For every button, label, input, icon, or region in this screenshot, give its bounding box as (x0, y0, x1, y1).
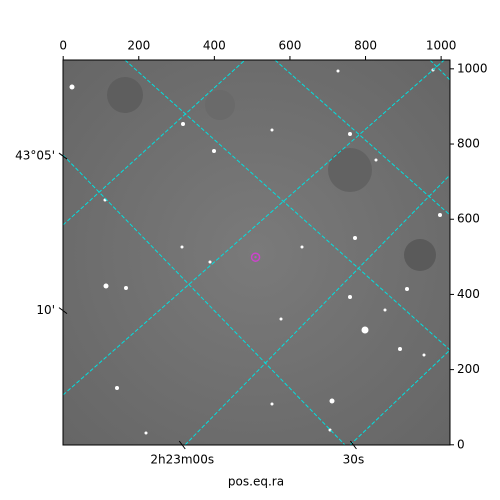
grid-line (274, 60, 450, 216)
grid-line (349, 349, 450, 445)
x-tick-label: 0 (59, 39, 67, 53)
marker (250, 252, 261, 262)
grid-line (184, 174, 450, 445)
axes-frame (62, 59, 451, 446)
x-tick-label: 800 (354, 39, 377, 53)
ra-tick-label: 2h23m00s (150, 453, 214, 467)
ra-tick (350, 440, 357, 450)
dec-tick-label: 43°05' (15, 149, 55, 163)
x-tick-label: 200 (127, 39, 150, 53)
sky-image (63, 60, 450, 445)
x-tick-label: 1000 (426, 39, 457, 53)
y-tick-label: 600 (457, 212, 480, 226)
x-tick-label: 600 (278, 39, 301, 53)
y-tick-label: 0 (457, 437, 465, 451)
marker-dot (254, 255, 257, 259)
ra-tick (178, 440, 186, 450)
ra-tick-label: 30s (343, 453, 365, 467)
dec-tick (58, 307, 68, 314)
grid-line (63, 60, 446, 396)
y-tick-label: 400 (457, 287, 480, 301)
y-tick-label: 800 (457, 137, 480, 151)
dec-tick-label: 10' (36, 303, 55, 317)
x-tick-label: 400 (203, 39, 226, 53)
grid-line (63, 60, 246, 226)
grid-line (124, 60, 450, 351)
x-axis-label: pos.eq.ra (228, 475, 284, 489)
grid-line (63, 154, 346, 445)
y-tick-label: 200 (457, 362, 480, 376)
grid-line (429, 60, 450, 81)
y-tick-label: 1000 (457, 61, 488, 75)
dec-tick (58, 152, 68, 160)
